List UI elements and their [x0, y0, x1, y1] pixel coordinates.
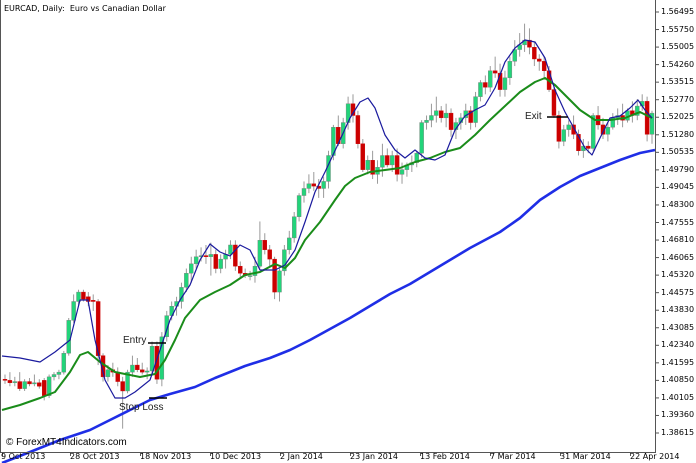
price-tick-label: 1.55005	[661, 42, 695, 52]
price-tick-label: 1.43085	[661, 322, 695, 332]
stop-loss-label: Stop Loss	[119, 402, 164, 413]
entry-label: Entry	[123, 335, 147, 346]
price-tick-label: 1.46810	[661, 235, 695, 245]
time-tick-label: 31 Mar 2014	[560, 452, 611, 461]
time-tick-label: 13 Feb 2014	[420, 452, 470, 461]
time-tick-label: 10 Dec 2013	[210, 452, 262, 461]
price-tick-label: 1.45320	[661, 270, 695, 280]
price-tick-label: 1.38615	[661, 428, 695, 437]
time-tick-label: 28 Oct 2013	[70, 452, 120, 461]
price-tick-label: 1.43830	[661, 305, 695, 315]
time-axis-ticks	[2, 452, 631, 456]
price-tick-label: 1.56495	[661, 7, 695, 16]
price-tick-label: 1.39360	[661, 410, 695, 420]
price-axis-ticks	[655, 11, 659, 434]
watermark-text: © ForexMT4Indicators.com	[6, 437, 127, 448]
price-tick-label: 1.40850	[661, 375, 695, 385]
time-tick-label: 22 Apr 2014	[630, 452, 680, 461]
price-tick-label: 1.50535	[661, 147, 695, 157]
price-tick-label: 1.53515	[661, 77, 695, 87]
price-tick-label: 1.52025	[661, 112, 695, 122]
price-tick-label: 1.51280	[661, 129, 695, 139]
exit-label: Exit	[525, 111, 542, 122]
candlestick-series	[2, 23, 655, 429]
price-tick-label: 1.47555	[661, 217, 695, 227]
price-tick-label: 1.42340	[661, 340, 695, 350]
fast-moving-average-line	[1, 39, 653, 399]
price-tick-label: 1.48300	[661, 199, 695, 209]
trade-level-lines	[148, 116, 568, 399]
price-tick-label: 1.52770	[661, 94, 695, 104]
price-tick-label: 1.40105	[661, 392, 695, 402]
price-tick-label: 1.44575	[661, 287, 695, 297]
time-tick-label: 18 Nov 2013	[140, 452, 192, 461]
mid-moving-average-line	[1, 77, 653, 411]
price-tick-label: 1.55750	[661, 24, 695, 34]
time-tick-label: 7 Mar 2014	[490, 452, 536, 461]
time-tick-label: 23 Jan 2014	[350, 452, 398, 461]
price-tick-label: 1.41595	[661, 357, 695, 367]
price-tick-label: 1.49790	[661, 164, 695, 174]
price-tick-label: 1.54260	[661, 59, 695, 69]
slow-moving-average-line	[1, 148, 656, 463]
time-tick-label: 9 Oct 2013	[1, 452, 46, 461]
chart-title: EURCAD, Daily: Euro vs Canadian Dollar	[4, 4, 166, 13]
price-tick-label: 1.46065	[661, 252, 695, 262]
price-tick-label: 1.49045	[661, 182, 695, 192]
time-tick-label: 2 Jan 2014	[280, 452, 323, 461]
